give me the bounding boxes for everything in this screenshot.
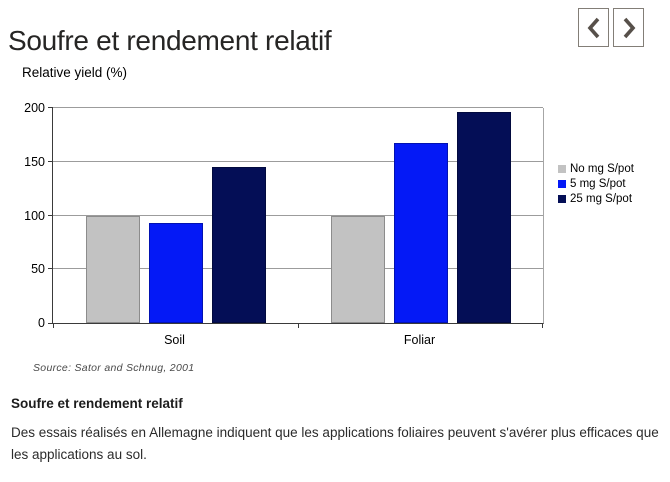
next-button[interactable] xyxy=(613,8,644,47)
x-tick xyxy=(298,324,299,328)
gridline xyxy=(53,107,543,108)
legend-item: No mg S/pot xyxy=(558,163,634,175)
legend-label: No mg S/pot xyxy=(570,163,634,175)
bar-chart: Relative yield (%) 0 50 100 150 200 Soil Foli… xyxy=(0,62,670,392)
y-tick xyxy=(48,107,53,108)
gridline xyxy=(53,160,543,162)
bar-foliar-25-mg-s-pot xyxy=(456,112,511,323)
x-tick xyxy=(53,324,54,328)
bar-soil-25-mg-s-pot xyxy=(211,167,266,323)
x-category-label: Soil xyxy=(164,333,185,347)
legend-swatch-icon xyxy=(558,195,566,203)
y-tick-label: 150 xyxy=(24,154,45,169)
x-category-label: Foliar xyxy=(403,333,436,347)
y-tick xyxy=(48,268,53,270)
legend-swatch-icon xyxy=(558,180,566,188)
y-tick-label: 50 xyxy=(31,262,45,277)
x-tick xyxy=(542,324,543,328)
footer-heading: Soufre et rendement relatif xyxy=(11,396,183,411)
legend-item: 25 mg S/pot xyxy=(558,193,634,205)
bar-soil-5-mg-s-pot xyxy=(148,223,203,323)
y-tick-label: 200 xyxy=(24,101,45,115)
y-tick xyxy=(48,160,53,162)
bar-soil-no-mg-s-pot xyxy=(85,215,140,323)
chart-title: Relative yield (%) xyxy=(22,65,128,80)
legend-swatch-icon xyxy=(558,165,566,173)
y-tick-label: 0 xyxy=(38,316,45,330)
gridline xyxy=(53,268,543,270)
bar-foliar-no-mg-s-pot xyxy=(330,215,385,323)
gridline xyxy=(53,214,543,216)
footer-paragraph: Des essais réalisés en Allemagne indique… xyxy=(11,425,659,462)
plot-area xyxy=(48,107,544,328)
legend-label: 25 mg S/pot xyxy=(570,193,633,205)
legend-item: 5 mg S/pot xyxy=(558,178,634,190)
chevron-left-icon xyxy=(586,16,602,40)
source-note: Source: Sator and Schnug, 2001 xyxy=(33,362,195,374)
prev-button[interactable] xyxy=(578,8,609,47)
bar-foliar-5-mg-s-pot xyxy=(393,143,448,323)
page-title: Soufre et rendement relatif xyxy=(8,24,332,56)
y-tick xyxy=(48,323,53,324)
y-tick xyxy=(48,214,53,216)
legend-label: 5 mg S/pot xyxy=(570,178,626,190)
chart-legend: No mg S/pot 5 mg S/pot 25 mg S/pot xyxy=(558,163,634,208)
y-tick-label: 100 xyxy=(24,208,45,223)
chevron-right-icon xyxy=(621,16,637,40)
